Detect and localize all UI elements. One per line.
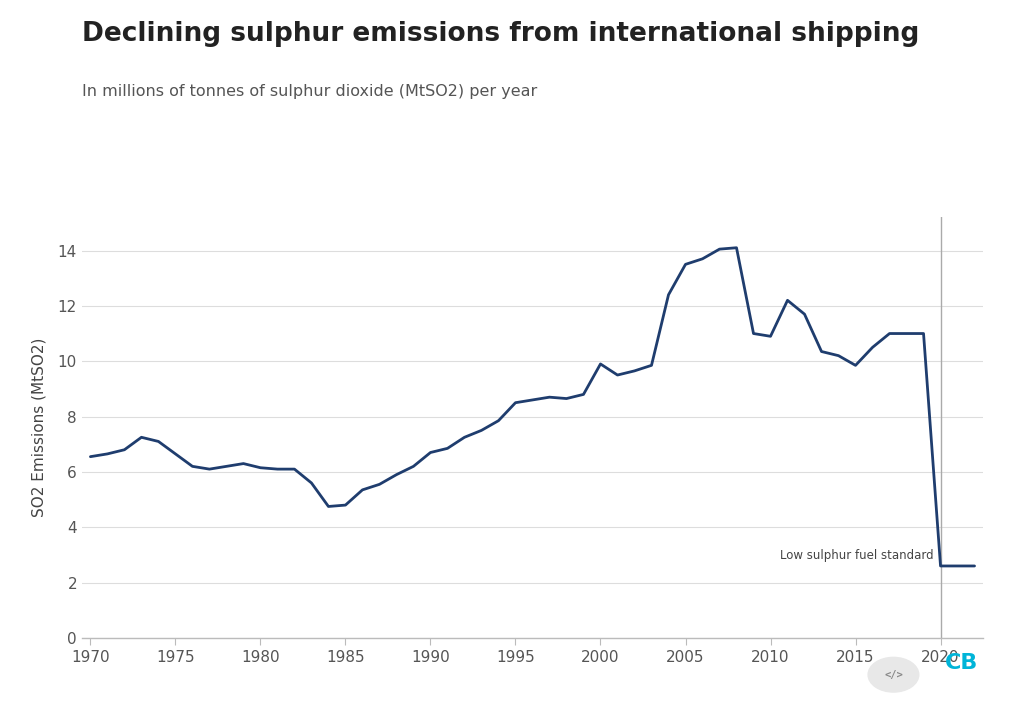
Text: In millions of tonnes of sulphur dioxide (MtSO2) per year: In millions of tonnes of sulphur dioxide… [82,84,538,99]
Y-axis label: SO2 Emissions (MtSO2): SO2 Emissions (MtSO2) [32,338,47,517]
Text: CB: CB [944,653,978,673]
Circle shape [868,658,919,692]
Text: </>: </> [884,669,903,680]
Text: Low sulphur fuel standard: Low sulphur fuel standard [780,550,934,562]
Text: Declining sulphur emissions from international shipping: Declining sulphur emissions from interna… [82,21,920,47]
